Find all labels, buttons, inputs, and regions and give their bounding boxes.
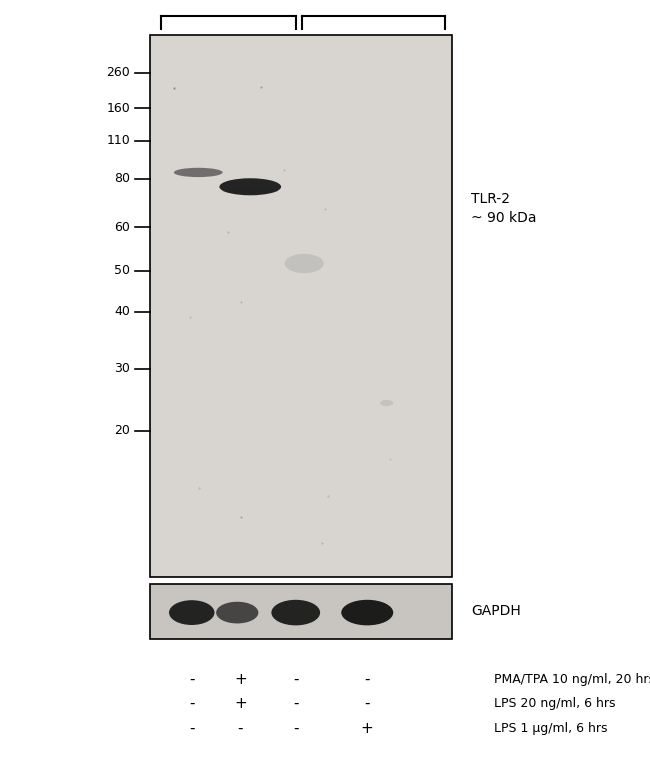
Text: -: -	[189, 696, 194, 711]
Text: -: -	[189, 721, 194, 736]
Ellipse shape	[341, 600, 393, 625]
Ellipse shape	[272, 600, 320, 625]
Text: 40: 40	[114, 305, 130, 318]
Text: 30: 30	[114, 362, 130, 375]
Text: 60: 60	[114, 221, 130, 234]
Text: -: -	[293, 696, 298, 711]
Text: TLR-2
~ 90 kDa: TLR-2 ~ 90 kDa	[471, 191, 537, 226]
Text: GAPDH: GAPDH	[471, 604, 521, 618]
Text: -: -	[189, 672, 194, 687]
Ellipse shape	[285, 254, 324, 274]
Ellipse shape	[169, 600, 214, 625]
Text: Raw 264.7: Raw 264.7	[333, 0, 414, 2]
Text: THP-1: THP-1	[206, 0, 251, 2]
Bar	[150, 35, 452, 577]
Text: 20: 20	[114, 425, 130, 437]
Text: 50: 50	[114, 264, 130, 277]
Ellipse shape	[222, 188, 278, 194]
Text: 160: 160	[106, 102, 130, 115]
Text: 80: 80	[114, 172, 130, 185]
Ellipse shape	[220, 178, 281, 195]
Text: -: -	[238, 721, 243, 736]
Text: LPS 1 μg/ml, 6 hrs: LPS 1 μg/ml, 6 hrs	[494, 722, 608, 735]
Text: -: -	[365, 696, 370, 711]
Bar	[150, 584, 452, 639]
Ellipse shape	[216, 601, 259, 623]
Text: -: -	[293, 672, 298, 687]
Text: LPS 20 ng/ml, 6 hrs: LPS 20 ng/ml, 6 hrs	[494, 698, 616, 710]
Text: +: +	[234, 672, 247, 687]
Text: +: +	[234, 696, 247, 711]
Text: -: -	[365, 672, 370, 687]
Ellipse shape	[380, 400, 393, 406]
Text: -: -	[293, 721, 298, 736]
Text: +: +	[361, 721, 374, 736]
Text: PMA/TPA 10 ng/ml, 20 hrs: PMA/TPA 10 ng/ml, 20 hrs	[494, 673, 650, 686]
Ellipse shape	[174, 167, 222, 177]
Text: 260: 260	[106, 67, 130, 79]
Text: 110: 110	[106, 134, 130, 147]
